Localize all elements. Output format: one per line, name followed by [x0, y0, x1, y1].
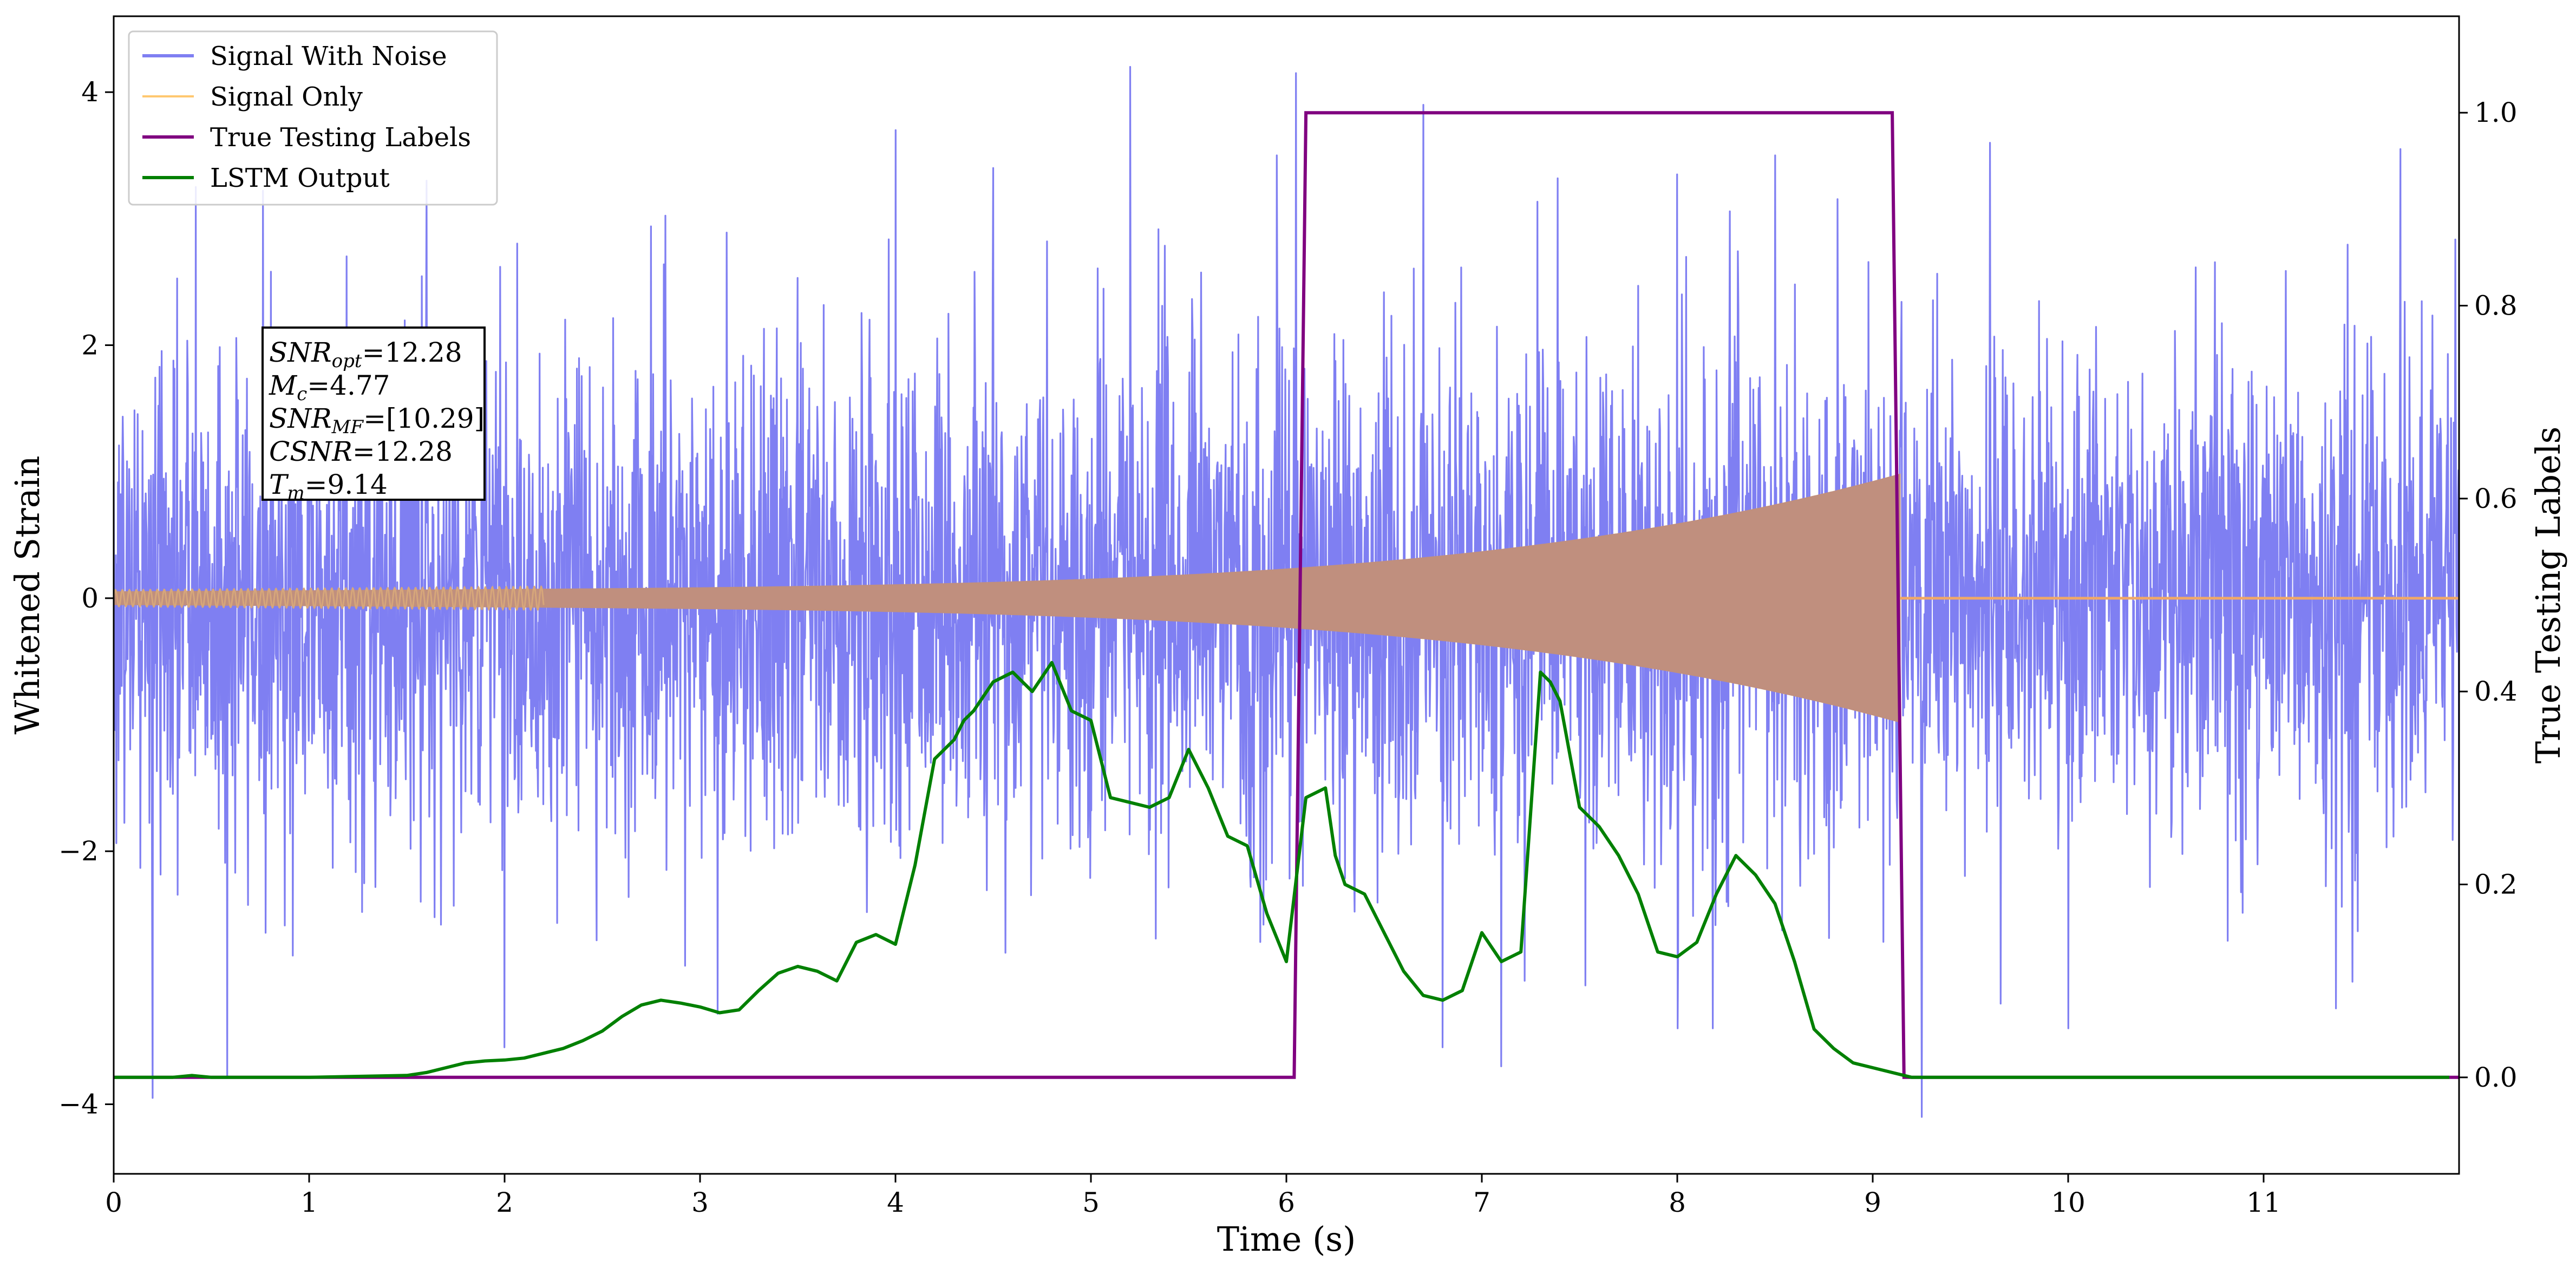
x-tick-label: 1: [300, 1187, 318, 1218]
series-lstm-output: [114, 661, 2449, 1079]
annotation-line-snr-opt: SNRopt=12.28: [269, 337, 462, 372]
x-axis-title: Time (s): [1217, 1219, 1356, 1259]
annotation-line-m-c: Mc=4.77: [269, 370, 390, 405]
legend-label-lstm-output: LSTM Output: [210, 163, 390, 193]
x-tick-label: 2: [496, 1187, 513, 1218]
x-tick-label: 3: [691, 1187, 709, 1218]
y2-tick-label: 0.4: [2474, 676, 2518, 707]
y-tick-label: −4: [58, 1088, 99, 1120]
legend: Signal With Noise Signal Only True Testing…: [128, 30, 498, 206]
x-tick-label: 4: [887, 1187, 904, 1218]
y-axis-title: Whitened Strain: [8, 456, 47, 735]
annotation-line-csnr: CSNR=12.28: [269, 436, 453, 467]
y2-tick-label: 0.2: [2474, 869, 2518, 900]
annotation-line-t-m: Tm=9.14: [269, 469, 388, 504]
y-tick-label: 4: [81, 76, 99, 108]
x-axis: 0 1 2 3 4 5 6 7 8 9 10 11: [105, 1174, 2281, 1218]
legend-label-signal-only: Signal Only: [210, 82, 363, 112]
legend-box: [128, 30, 498, 206]
x-tick-label: 5: [1082, 1187, 1100, 1218]
y-axis-right: 0.0 0.2 0.4 0.6 0.8 1.0: [2459, 97, 2518, 1093]
x-tick-label: 10: [2051, 1187, 2085, 1218]
x-tick-label: 6: [1278, 1187, 1295, 1218]
y2-tick-label: 0.8: [2474, 290, 2518, 322]
x-tick-label: 7: [1473, 1187, 1490, 1218]
y-axis-left: −4 −2 0 2 4: [58, 76, 114, 1120]
line-lstm-output: [114, 661, 2449, 1079]
y2-tick-label: 1.0: [2474, 97, 2518, 128]
plot-area: [114, 66, 2459, 1118]
legend-label-signal-with-noise: Signal With Noise: [210, 41, 447, 71]
y2-axis-title: True Testing Labels: [2528, 427, 2568, 764]
y-tick-label: 2: [81, 330, 99, 361]
x-tick-label: 11: [2246, 1187, 2281, 1218]
annotation-line-snr-mf: SNRMF=[10.29]: [269, 403, 485, 438]
x-tick-label: 9: [1864, 1187, 1881, 1218]
y-tick-label: −2: [58, 835, 99, 867]
legend-label-true-testing-labels: True Testing Labels: [210, 122, 471, 153]
line-signal-only-early: [114, 585, 545, 612]
x-tick-label: 0: [105, 1187, 122, 1218]
y2-tick-label: 0.0: [2474, 1062, 2518, 1093]
y2-tick-label: 0.6: [2474, 483, 2518, 514]
x-tick-label: 8: [1669, 1187, 1686, 1218]
annotation-box-border: [261, 326, 486, 501]
parameter-annotation-box: SNRopt=12.28Mc=4.77SNRMF=[10.29]CSNR=12.…: [261, 326, 486, 504]
y-tick-label: 0: [81, 583, 99, 614]
